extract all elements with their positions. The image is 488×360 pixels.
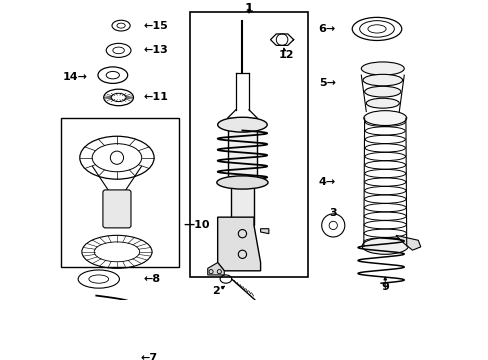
Text: 9: 9 xyxy=(381,282,388,292)
Text: ←15: ←15 xyxy=(143,21,168,31)
Ellipse shape xyxy=(362,238,407,254)
Text: 5→: 5→ xyxy=(318,78,335,89)
Ellipse shape xyxy=(366,98,399,108)
Text: 12: 12 xyxy=(278,50,293,59)
FancyBboxPatch shape xyxy=(102,190,131,228)
Ellipse shape xyxy=(216,176,267,189)
Polygon shape xyxy=(260,229,268,234)
Text: ←13: ←13 xyxy=(143,45,168,55)
Bar xyxy=(230,180,253,225)
Text: —10: —10 xyxy=(183,220,209,230)
Text: 3: 3 xyxy=(329,208,336,218)
Polygon shape xyxy=(395,235,420,250)
Bar xyxy=(61,118,179,267)
Text: 6→: 6→ xyxy=(318,24,335,34)
Text: 14→: 14→ xyxy=(63,72,88,82)
Ellipse shape xyxy=(361,62,404,75)
Text: ←11: ←11 xyxy=(143,93,168,103)
Ellipse shape xyxy=(362,74,402,86)
Polygon shape xyxy=(217,217,260,271)
Polygon shape xyxy=(207,262,224,275)
Text: ←7: ←7 xyxy=(140,352,157,360)
Ellipse shape xyxy=(364,86,400,97)
Ellipse shape xyxy=(217,117,266,132)
Text: 4→: 4→ xyxy=(318,177,335,188)
Ellipse shape xyxy=(363,111,406,126)
Text: ←8: ←8 xyxy=(143,274,160,284)
Bar xyxy=(227,118,257,180)
Bar xyxy=(189,12,308,276)
Text: 1: 1 xyxy=(244,2,253,15)
Text: 2: 2 xyxy=(212,287,220,296)
